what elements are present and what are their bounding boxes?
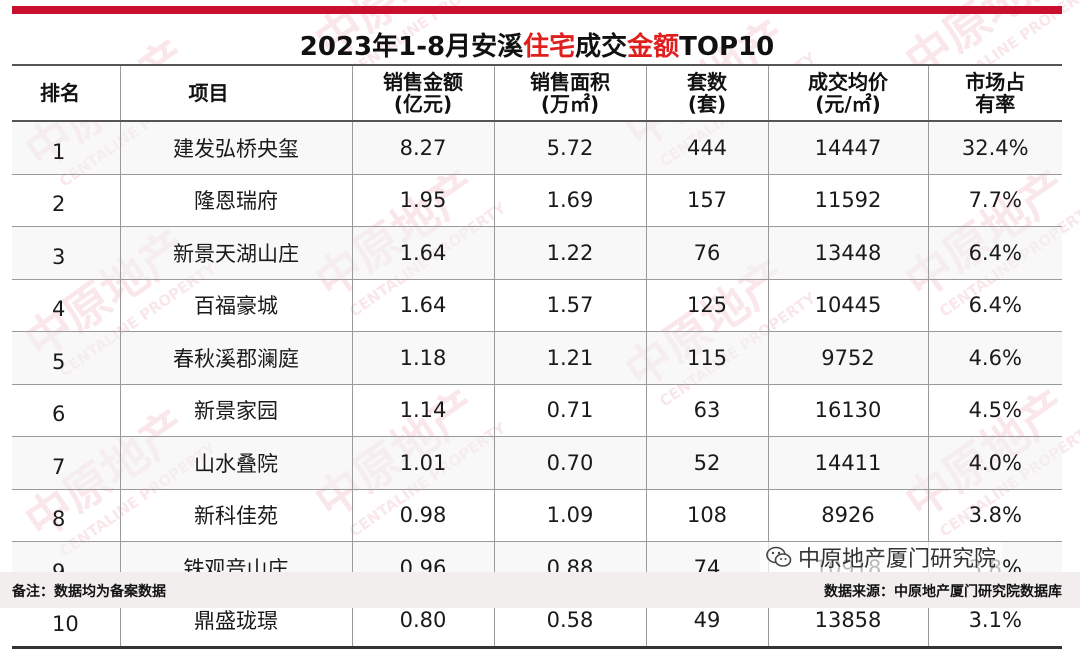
market-share-cell: 6.4% xyxy=(927,279,1062,332)
title-suffix: TOP10 xyxy=(679,32,775,62)
project-cell: 隆恩瑞府 xyxy=(119,174,353,227)
avg-price-cell: 8926 xyxy=(767,489,929,542)
footer-bar: 备注：数据均为备案数据 数据来源：中原地产厦门研究院数据库 xyxy=(0,572,1080,608)
units-cell: 108 xyxy=(645,489,769,542)
table-row: 8 新科佳苑 0.98 1.09 108 8926 3.8% xyxy=(12,489,1062,542)
header-sales-area: 销售面积 (万㎡) xyxy=(493,64,647,122)
sales-amount-cell: 8.27 xyxy=(351,121,495,175)
units-cell: 125 xyxy=(645,279,769,332)
sales-amount-cell: 1.64 xyxy=(351,279,495,332)
table-row: 2 隆恩瑞府 1.95 1.69 157 11592 7.7% xyxy=(12,174,1062,227)
rank-cell: 7 xyxy=(12,436,121,490)
sales-area-cell: 5.72 xyxy=(493,121,647,175)
rank-cell: 6 xyxy=(12,384,121,437)
sales-area-cell: 1.22 xyxy=(493,226,647,280)
market-share-cell: 4.0% xyxy=(927,436,1062,490)
footer-source: 数据来源：中原地产厦门研究院数据库 xyxy=(824,584,1062,600)
title-highlight-amount: 金额 xyxy=(627,32,680,62)
avg-price-cell: 14411 xyxy=(767,436,929,490)
table-row: 4 百福豪城 1.64 1.57 125 10445 6.4% xyxy=(12,279,1062,332)
sales-amount-cell: 1.64 xyxy=(351,226,495,280)
table-title: 2023年1-8月安溪住宅成交金额TOP10 xyxy=(12,30,1062,64)
header-sales-amount: 销售金额 (亿元) xyxy=(351,64,495,122)
header-avg-price: 成交均价 (元/㎡) xyxy=(767,64,929,122)
sales-amount-cell: 1.01 xyxy=(351,436,495,490)
table-row: 7 山水叠院 1.01 0.70 52 14411 4.0% xyxy=(12,436,1062,490)
market-share-cell: 7.7% xyxy=(927,174,1062,227)
rank-cell: 5 xyxy=(12,331,121,385)
title-prefix: 2023年1-8月安溪 xyxy=(299,32,524,62)
wechat-watermark: 中原地产厦门研究院 xyxy=(760,542,1003,572)
units-cell: 76 xyxy=(645,226,769,280)
table-row: 5 春秋溪郡澜庭 1.18 1.21 115 9752 4.6% xyxy=(12,331,1062,385)
avg-price-cell: 13448 xyxy=(767,226,929,280)
avg-price-cell: 16130 xyxy=(767,384,929,437)
table-header-row: 排名 项目 销售金额 (亿元) 销售面积 (万㎡) 套数 (套) 成交均价 (元/㎡) … xyxy=(12,64,1062,122)
units-cell: 63 xyxy=(645,384,769,437)
table-row: 6 新景家园 1.14 0.71 63 16130 4.5% xyxy=(12,384,1062,437)
sales-amount-cell: 1.95 xyxy=(351,174,495,227)
project-cell: 建发弘桥央玺 xyxy=(119,121,353,175)
rank-cell: 8 xyxy=(12,489,121,542)
avg-price-cell: 10445 xyxy=(767,279,929,332)
header-project: 项目 xyxy=(119,64,353,122)
project-cell: 新景天湖山庄 xyxy=(119,226,353,280)
market-share-cell: 4.5% xyxy=(927,384,1062,437)
table-row: 1 建发弘桥央玺 8.27 5.72 444 14447 32.4% xyxy=(12,121,1062,175)
project-cell: 百福豪城 xyxy=(119,279,353,332)
sales-area-cell: 1.21 xyxy=(493,331,647,385)
market-share-cell: 32.4% xyxy=(927,121,1062,175)
project-cell: 新科佳苑 xyxy=(119,489,353,542)
rank-cell: 4 xyxy=(12,279,121,332)
sales-area-cell: 1.57 xyxy=(493,279,647,332)
rank-cell: 2 xyxy=(12,174,121,227)
rank-cell: 3 xyxy=(12,226,121,280)
sales-amount-cell: 0.98 xyxy=(351,489,495,542)
sales-area-cell: 0.70 xyxy=(493,436,647,490)
footer-note: 备注：数据均为备案数据 xyxy=(12,584,166,600)
market-share-cell: 4.6% xyxy=(927,331,1062,385)
sales-amount-cell: 1.14 xyxy=(351,384,495,437)
market-share-cell: 3.8% xyxy=(927,489,1062,542)
project-cell: 春秋溪郡澜庭 xyxy=(119,331,353,385)
avg-price-cell: 11592 xyxy=(767,174,929,227)
avg-price-cell: 14447 xyxy=(767,121,929,175)
rank-cell: 1 xyxy=(12,121,121,175)
title-middle: 成交 xyxy=(575,32,628,62)
sales-area-cell: 1.69 xyxy=(493,174,647,227)
avg-price-cell: 9752 xyxy=(767,331,929,385)
wechat-account-name: 中原地产厦门研究院 xyxy=(798,547,997,572)
units-cell: 157 xyxy=(645,174,769,227)
wechat-icon xyxy=(766,546,792,567)
sales-area-cell: 0.71 xyxy=(493,384,647,437)
market-share-cell: 6.4% xyxy=(927,226,1062,280)
title-highlight-residential: 住宅 xyxy=(523,32,576,62)
table-row: 3 新景天湖山庄 1.64 1.22 76 13448 6.4% xyxy=(12,226,1062,280)
header-units: 套数 (套) xyxy=(645,64,769,122)
sales-amount-cell: 1.18 xyxy=(351,331,495,385)
project-cell: 新景家园 xyxy=(119,384,353,437)
header-rank: 排名 xyxy=(12,64,121,122)
units-cell: 444 xyxy=(645,121,769,175)
units-cell: 115 xyxy=(645,331,769,385)
top-accent-bar xyxy=(12,6,1062,14)
sales-area-cell: 1.09 xyxy=(493,489,647,542)
units-cell: 52 xyxy=(645,436,769,490)
project-cell: 山水叠院 xyxy=(119,436,353,490)
header-market-share: 市场占 有率 xyxy=(927,64,1062,122)
